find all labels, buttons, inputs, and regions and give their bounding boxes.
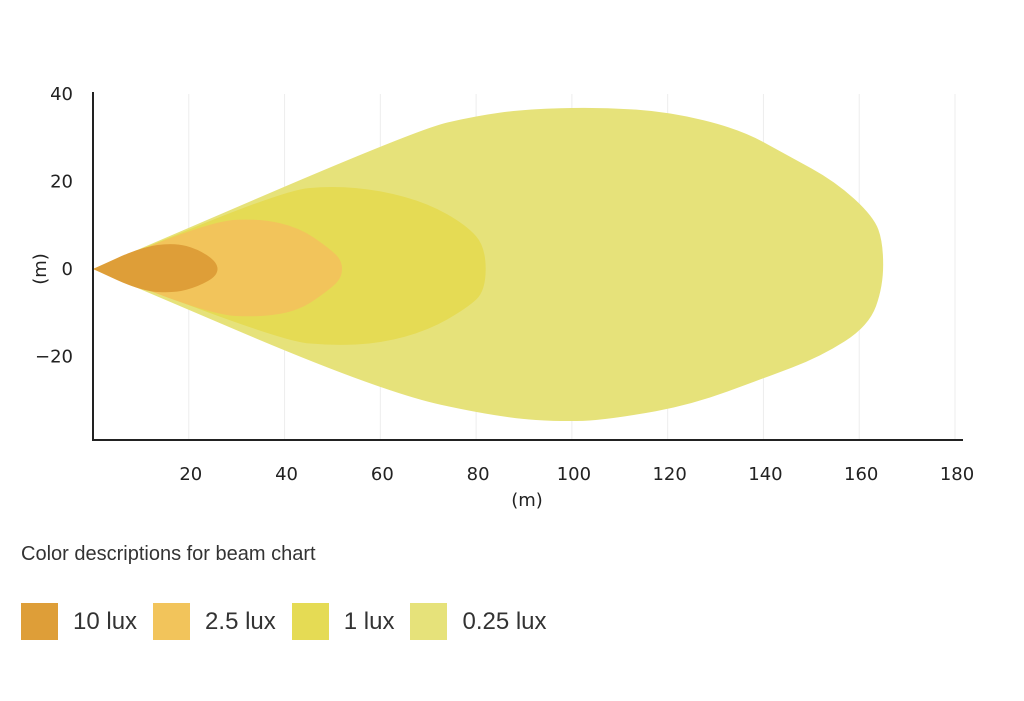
legend-swatch: [21, 603, 58, 640]
x-tick-label: 60: [371, 464, 394, 485]
legend-item-2-5-lux: 2.5 lux: [153, 603, 276, 640]
x-tick-label: 180: [940, 464, 974, 485]
legend-label: 2.5 lux: [205, 607, 276, 635]
x-tick-label: 40: [275, 464, 298, 485]
y-tick-label: 40: [50, 84, 73, 105]
x-tick-label: 160: [844, 464, 878, 485]
x-tick-label: 100: [557, 464, 591, 485]
beam-areas: [93, 107, 884, 422]
legend-item-1-lux: 1 lux: [291, 603, 395, 640]
beam-area-10-lux: [93, 244, 218, 293]
legend-label: 10 lux: [73, 607, 138, 635]
beam-chart: 20 40 60 80 100 120 140 160 180 40 20 0 −20 (m) (m): [30, 84, 974, 511]
legend-label: 0.25 lux: [462, 607, 547, 635]
beam-area-2-5-lux: [93, 219, 343, 317]
legend-item-0-25-lux: 0.25 lux: [410, 603, 547, 640]
legend-title: Color descriptions for beam chart: [21, 543, 316, 565]
beam-area-0-25-lux: [93, 107, 884, 422]
legend-swatch: [291, 603, 329, 640]
legend-item-10-lux: 10 lux: [21, 603, 137, 640]
x-tick-label: 140: [748, 464, 782, 485]
x-tick-label: 20: [179, 464, 202, 485]
legend: 10 lux 2.5 lux 1 lux 0.25 lux: [21, 603, 563, 640]
y-axis-label: (m): [30, 253, 51, 285]
x-tick-label: 80: [467, 464, 490, 485]
y-tick-labels: 40 20 0 −20: [35, 84, 73, 368]
x-tick-labels: 20 40 60 80 100 120 140 160 180: [179, 464, 974, 485]
legend-swatch: [153, 603, 191, 640]
legend-label: 1 lux: [343, 607, 395, 635]
y-tick-label: 20: [50, 172, 73, 193]
y-tick-label: 0: [62, 259, 73, 280]
x-axis-label: (m): [511, 490, 543, 511]
x-tick-label: 120: [652, 464, 686, 485]
y-tick-label: −20: [35, 347, 73, 368]
legend-swatch: [410, 603, 448, 640]
